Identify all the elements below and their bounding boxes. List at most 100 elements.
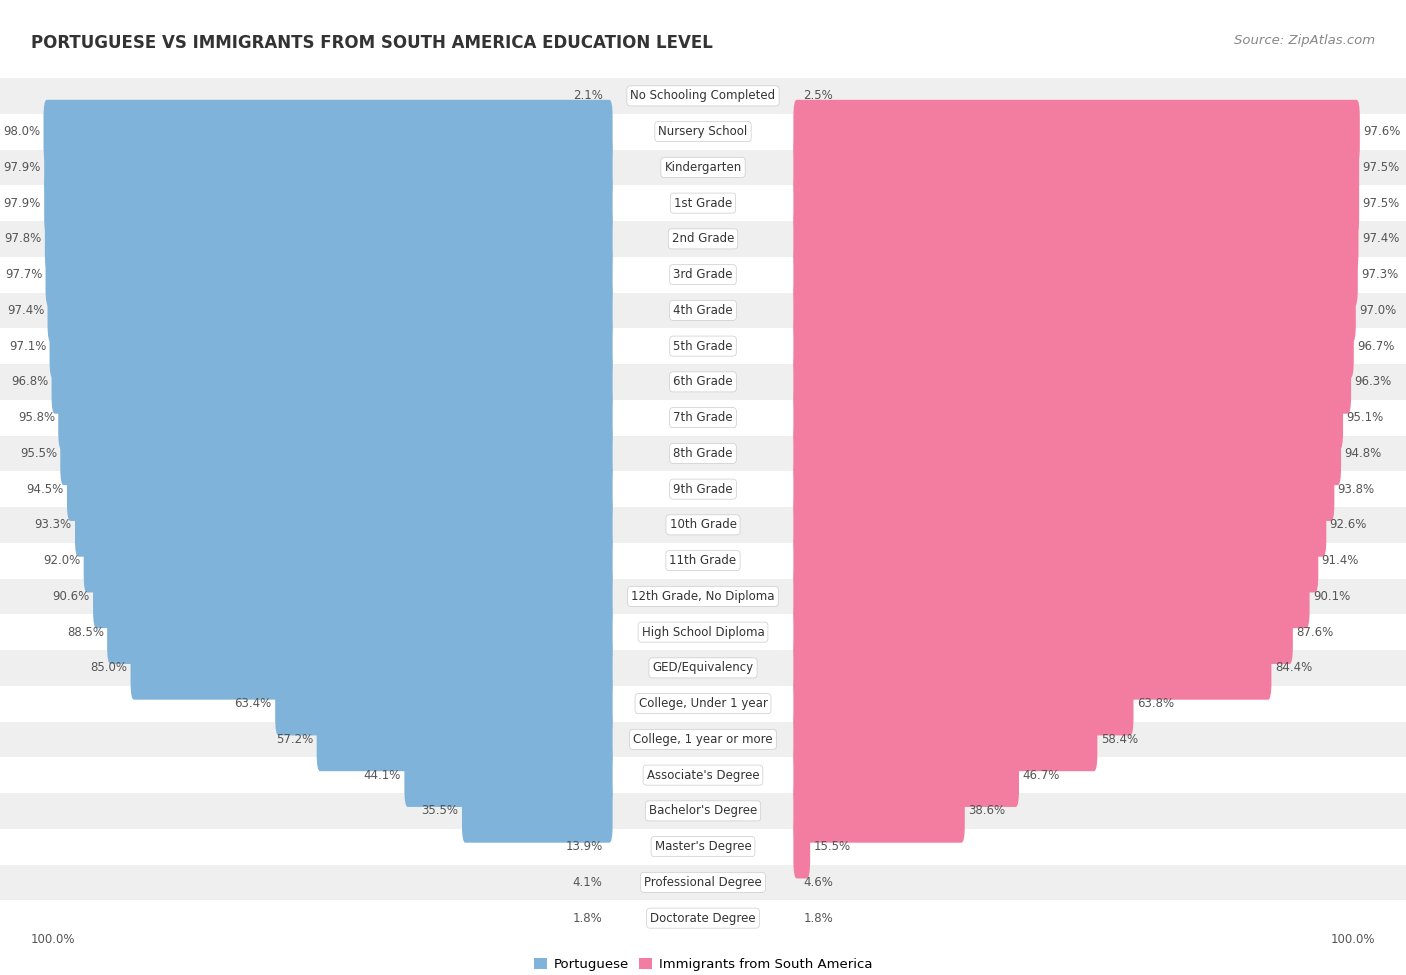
FancyBboxPatch shape	[793, 207, 1358, 271]
Text: 98.0%: 98.0%	[3, 125, 41, 138]
Text: College, 1 year or more: College, 1 year or more	[633, 733, 773, 746]
Text: 97.7%: 97.7%	[4, 268, 42, 281]
Text: 13.9%: 13.9%	[565, 840, 603, 853]
Text: College, Under 1 year: College, Under 1 year	[638, 697, 768, 710]
FancyBboxPatch shape	[67, 457, 613, 521]
FancyBboxPatch shape	[0, 149, 1406, 185]
Text: Nursery School: Nursery School	[658, 125, 748, 138]
FancyBboxPatch shape	[316, 708, 613, 771]
FancyBboxPatch shape	[463, 779, 613, 842]
Text: 5th Grade: 5th Grade	[673, 339, 733, 353]
Text: 97.6%: 97.6%	[1364, 125, 1400, 138]
FancyBboxPatch shape	[793, 457, 1334, 521]
FancyBboxPatch shape	[0, 650, 1406, 685]
FancyBboxPatch shape	[0, 507, 1406, 543]
Text: 1.8%: 1.8%	[572, 912, 603, 924]
Text: 9th Grade: 9th Grade	[673, 483, 733, 495]
Text: 38.6%: 38.6%	[969, 804, 1005, 817]
FancyBboxPatch shape	[793, 172, 1360, 235]
FancyBboxPatch shape	[0, 685, 1406, 722]
Text: 92.0%: 92.0%	[44, 554, 80, 567]
FancyBboxPatch shape	[0, 329, 1406, 364]
FancyBboxPatch shape	[0, 900, 1406, 936]
FancyBboxPatch shape	[49, 314, 613, 378]
Text: 92.6%: 92.6%	[1330, 519, 1367, 531]
FancyBboxPatch shape	[44, 99, 613, 164]
FancyBboxPatch shape	[0, 400, 1406, 436]
FancyBboxPatch shape	[793, 779, 965, 842]
Text: Source: ZipAtlas.com: Source: ZipAtlas.com	[1234, 34, 1375, 47]
FancyBboxPatch shape	[793, 708, 1097, 771]
Text: 100.0%: 100.0%	[1330, 933, 1375, 946]
FancyBboxPatch shape	[44, 172, 613, 235]
FancyBboxPatch shape	[0, 543, 1406, 578]
Text: 93.8%: 93.8%	[1337, 483, 1375, 495]
FancyBboxPatch shape	[0, 829, 1406, 865]
Text: 95.5%: 95.5%	[20, 447, 56, 460]
FancyBboxPatch shape	[793, 99, 1360, 164]
Text: 95.8%: 95.8%	[18, 411, 55, 424]
Text: 97.9%: 97.9%	[3, 161, 41, 174]
FancyBboxPatch shape	[0, 364, 1406, 400]
FancyBboxPatch shape	[45, 207, 613, 271]
Text: 4th Grade: 4th Grade	[673, 304, 733, 317]
Text: 88.5%: 88.5%	[66, 626, 104, 639]
Text: 100.0%: 100.0%	[31, 933, 76, 946]
FancyBboxPatch shape	[58, 386, 613, 449]
FancyBboxPatch shape	[0, 578, 1406, 614]
FancyBboxPatch shape	[793, 815, 810, 878]
FancyBboxPatch shape	[793, 565, 1309, 628]
Text: 85.0%: 85.0%	[90, 661, 127, 675]
Text: 10th Grade: 10th Grade	[669, 519, 737, 531]
Text: 2nd Grade: 2nd Grade	[672, 232, 734, 246]
FancyBboxPatch shape	[793, 421, 1341, 486]
Text: 3rd Grade: 3rd Grade	[673, 268, 733, 281]
Text: 94.8%: 94.8%	[1344, 447, 1382, 460]
FancyBboxPatch shape	[0, 758, 1406, 793]
Text: 93.3%: 93.3%	[35, 519, 72, 531]
FancyBboxPatch shape	[0, 78, 1406, 114]
Text: 97.5%: 97.5%	[1362, 197, 1400, 210]
Legend: Portuguese, Immigrants from South America: Portuguese, Immigrants from South Americ…	[529, 953, 877, 975]
FancyBboxPatch shape	[107, 601, 613, 664]
Text: No Schooling Completed: No Schooling Completed	[630, 90, 776, 102]
FancyBboxPatch shape	[45, 243, 613, 306]
FancyBboxPatch shape	[793, 243, 1358, 306]
Text: GED/Equivalency: GED/Equivalency	[652, 661, 754, 675]
Text: 44.1%: 44.1%	[364, 768, 401, 782]
Text: 58.4%: 58.4%	[1101, 733, 1137, 746]
Text: 4.1%: 4.1%	[572, 876, 603, 889]
Text: Kindergarten: Kindergarten	[665, 161, 741, 174]
FancyBboxPatch shape	[793, 601, 1294, 664]
Text: 57.2%: 57.2%	[276, 733, 314, 746]
Text: 1st Grade: 1st Grade	[673, 197, 733, 210]
FancyBboxPatch shape	[793, 314, 1354, 378]
FancyBboxPatch shape	[0, 256, 1406, 292]
Text: 97.5%: 97.5%	[1362, 161, 1400, 174]
Text: 97.4%: 97.4%	[1362, 232, 1399, 246]
FancyBboxPatch shape	[793, 528, 1319, 593]
FancyBboxPatch shape	[0, 614, 1406, 650]
Text: Associate's Degree: Associate's Degree	[647, 768, 759, 782]
FancyBboxPatch shape	[60, 421, 613, 486]
FancyBboxPatch shape	[75, 493, 613, 557]
FancyBboxPatch shape	[793, 672, 1133, 735]
Text: 84.4%: 84.4%	[1275, 661, 1312, 675]
Text: 90.1%: 90.1%	[1313, 590, 1350, 603]
FancyBboxPatch shape	[793, 636, 1271, 700]
Text: 1.8%: 1.8%	[803, 912, 834, 924]
Text: 97.8%: 97.8%	[4, 232, 42, 246]
Text: Bachelor's Degree: Bachelor's Degree	[650, 804, 756, 817]
Text: 6th Grade: 6th Grade	[673, 375, 733, 388]
FancyBboxPatch shape	[793, 743, 1019, 807]
FancyBboxPatch shape	[48, 279, 613, 342]
Text: 95.1%: 95.1%	[1347, 411, 1384, 424]
FancyBboxPatch shape	[52, 350, 613, 413]
FancyBboxPatch shape	[0, 722, 1406, 758]
Text: 97.0%: 97.0%	[1360, 304, 1396, 317]
Text: 4.6%: 4.6%	[803, 876, 834, 889]
FancyBboxPatch shape	[0, 114, 1406, 149]
FancyBboxPatch shape	[276, 672, 613, 735]
FancyBboxPatch shape	[93, 565, 613, 628]
Text: 87.6%: 87.6%	[1296, 626, 1333, 639]
